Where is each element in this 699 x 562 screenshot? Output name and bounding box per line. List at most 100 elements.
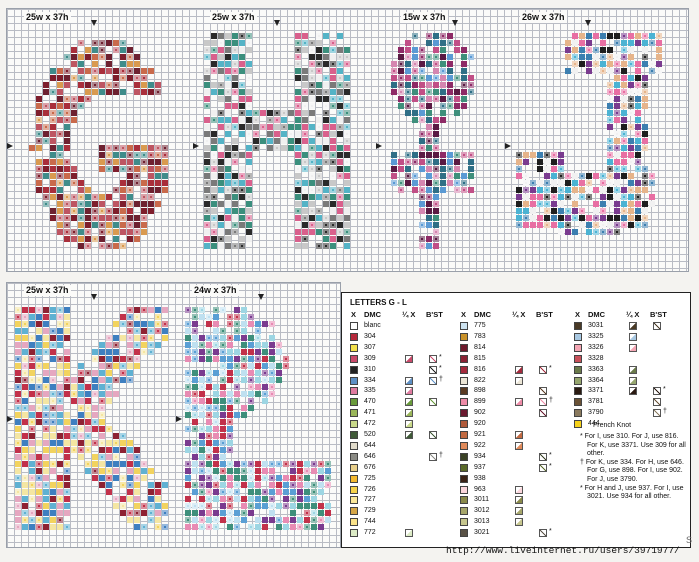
backstitch-icon (429, 452, 437, 461)
stitch-cell (218, 33, 224, 39)
stitch-cell (262, 524, 268, 530)
stitch-cell (344, 124, 350, 130)
stitch-cell (530, 194, 536, 200)
stitch-cell (433, 75, 439, 81)
stitch-cell (43, 384, 49, 390)
stitch-cell (323, 47, 329, 53)
stitch-cell (405, 159, 411, 165)
stitch-cell (206, 503, 212, 509)
stitch-cell (607, 152, 613, 158)
stitch-cell (22, 496, 28, 502)
stitch-cell (295, 243, 301, 249)
dmc-number: 3371 (588, 387, 604, 395)
floss-symbol-icon (350, 343, 358, 352)
stitch-cell (262, 398, 268, 404)
stitch-cell (283, 489, 289, 495)
stitch-cell (316, 243, 322, 249)
stitch-cell (309, 103, 315, 109)
stitch-cell (642, 201, 648, 207)
stitch-cell (211, 145, 217, 151)
stitch-cell (29, 391, 35, 397)
stitch-cell (330, 173, 336, 179)
stitch-cell (447, 103, 453, 109)
stitch-cell (227, 391, 233, 397)
stitch-cell (586, 229, 592, 235)
stitch-cell (323, 145, 329, 151)
stitch-cell (579, 54, 585, 60)
stitch-cell (134, 454, 140, 460)
stitch-cell (155, 187, 161, 193)
stitch-cell (461, 103, 467, 109)
stitch-cell (64, 461, 70, 467)
stitch-cell (134, 145, 140, 151)
stitch-cell (290, 496, 296, 502)
stitch-cell (206, 384, 212, 390)
stitch-cell (85, 384, 91, 390)
stitch-cell (318, 524, 324, 530)
stitch-cell (211, 47, 217, 53)
stitch-cell (572, 33, 578, 39)
stitch-cell (255, 496, 261, 502)
stitch-cell (113, 75, 119, 81)
stitch-cell (148, 342, 154, 348)
stitch-cell (337, 89, 343, 95)
stitch-cell (148, 489, 154, 495)
stitch-cell (120, 377, 126, 383)
floss-symbol-icon (460, 463, 468, 472)
stitch-cell (311, 524, 317, 530)
stitch-cell (127, 75, 133, 81)
stitch-cell (232, 124, 238, 130)
stitch-cell (309, 159, 315, 165)
stitch-cell (36, 377, 42, 383)
stitch-cell (120, 229, 126, 235)
stitch-cell (283, 356, 289, 362)
stitch-cell (71, 377, 77, 383)
stitch-cell (234, 321, 240, 327)
stitch-cell (57, 166, 63, 172)
dmc-number: 444 (588, 420, 600, 428)
stitch-cell (391, 159, 397, 165)
stitch-cell (57, 215, 63, 221)
stitch-cell (50, 510, 56, 516)
stitch-cell (192, 405, 198, 411)
stitch-cell (92, 475, 98, 481)
stitch-cell (57, 222, 63, 228)
stitch-cell (337, 117, 343, 123)
stitch-cell (148, 159, 154, 165)
stitch-cell (628, 173, 634, 179)
stitch-cell (22, 454, 28, 460)
stitch-cell (295, 173, 301, 179)
stitch-cell (36, 454, 42, 460)
corner-mark: S (686, 535, 693, 545)
stitch-cell (227, 468, 233, 474)
stitch-cell (192, 419, 198, 425)
stitch-cell (288, 110, 294, 116)
stitch-cell (295, 187, 301, 193)
stitch-cell (204, 40, 210, 46)
stitch-cell (43, 349, 49, 355)
stitch-cell (295, 229, 301, 235)
stitch-cell (127, 321, 133, 327)
footnote-mark: * (549, 528, 552, 536)
stitch-cell (621, 68, 627, 74)
stitch-cell (206, 475, 212, 481)
stitch-cell (267, 131, 273, 137)
stitch-cell (127, 328, 133, 334)
stitch-cell (232, 68, 238, 74)
stitch-cell (106, 426, 112, 432)
stitch-cell (412, 159, 418, 165)
stitch-cell (29, 307, 35, 313)
stitch-cell (586, 222, 592, 228)
stitch-cell (29, 314, 35, 320)
stitch-cell (551, 201, 557, 207)
stitch-cell (22, 307, 28, 313)
stitch-cell (234, 482, 240, 488)
stitch-cell (43, 517, 49, 523)
stitch-cell (426, 222, 432, 228)
stitch-cell (302, 222, 308, 228)
stitch-cell (295, 40, 301, 46)
stitch-cell (92, 194, 98, 200)
stitch-cell (78, 433, 84, 439)
stitch-cell (206, 496, 212, 502)
legend-row: 472 (350, 419, 454, 429)
